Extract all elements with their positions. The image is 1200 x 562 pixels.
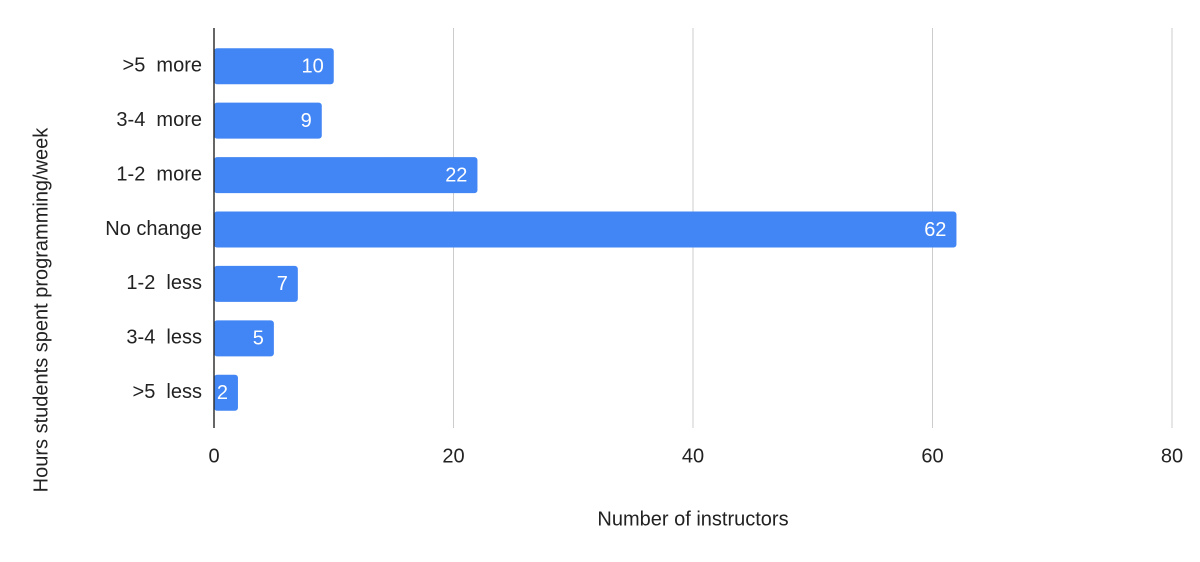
bar [214, 320, 274, 357]
y-tick-label: 1-2 less [126, 272, 202, 294]
value-label: 7 [277, 273, 288, 295]
y-tick-label: 1-2 more [116, 163, 202, 185]
value-label: 2 [217, 382, 228, 404]
x-tick-label: 60 [921, 445, 943, 467]
y-axis-title: Hours students spent programming/week [30, 127, 52, 493]
x-tick-label: 40 [682, 445, 704, 467]
value-label: 10 [302, 55, 324, 77]
bar [214, 157, 478, 194]
y-tick-label: 3-4 more [116, 109, 202, 131]
value-label: 5 [253, 328, 264, 350]
bar [214, 102, 322, 139]
bar [214, 211, 957, 248]
x-axis-title: Number of instructors [597, 508, 788, 530]
value-label: 62 [924, 219, 946, 241]
y-tick-label: >5 more [123, 54, 202, 76]
bar [214, 374, 238, 411]
value-label: 22 [445, 164, 467, 186]
y-tick-label: >5 less [133, 381, 202, 403]
value-label: 9 [301, 110, 312, 132]
x-tick-label: 20 [442, 445, 464, 467]
bar [214, 265, 298, 302]
y-tick-label: 3-4 less [126, 327, 202, 349]
bar [214, 48, 334, 85]
x-tick-label: 80 [1161, 445, 1183, 467]
x-tick-label: 0 [208, 445, 219, 467]
y-tick-label: No change [105, 218, 202, 240]
